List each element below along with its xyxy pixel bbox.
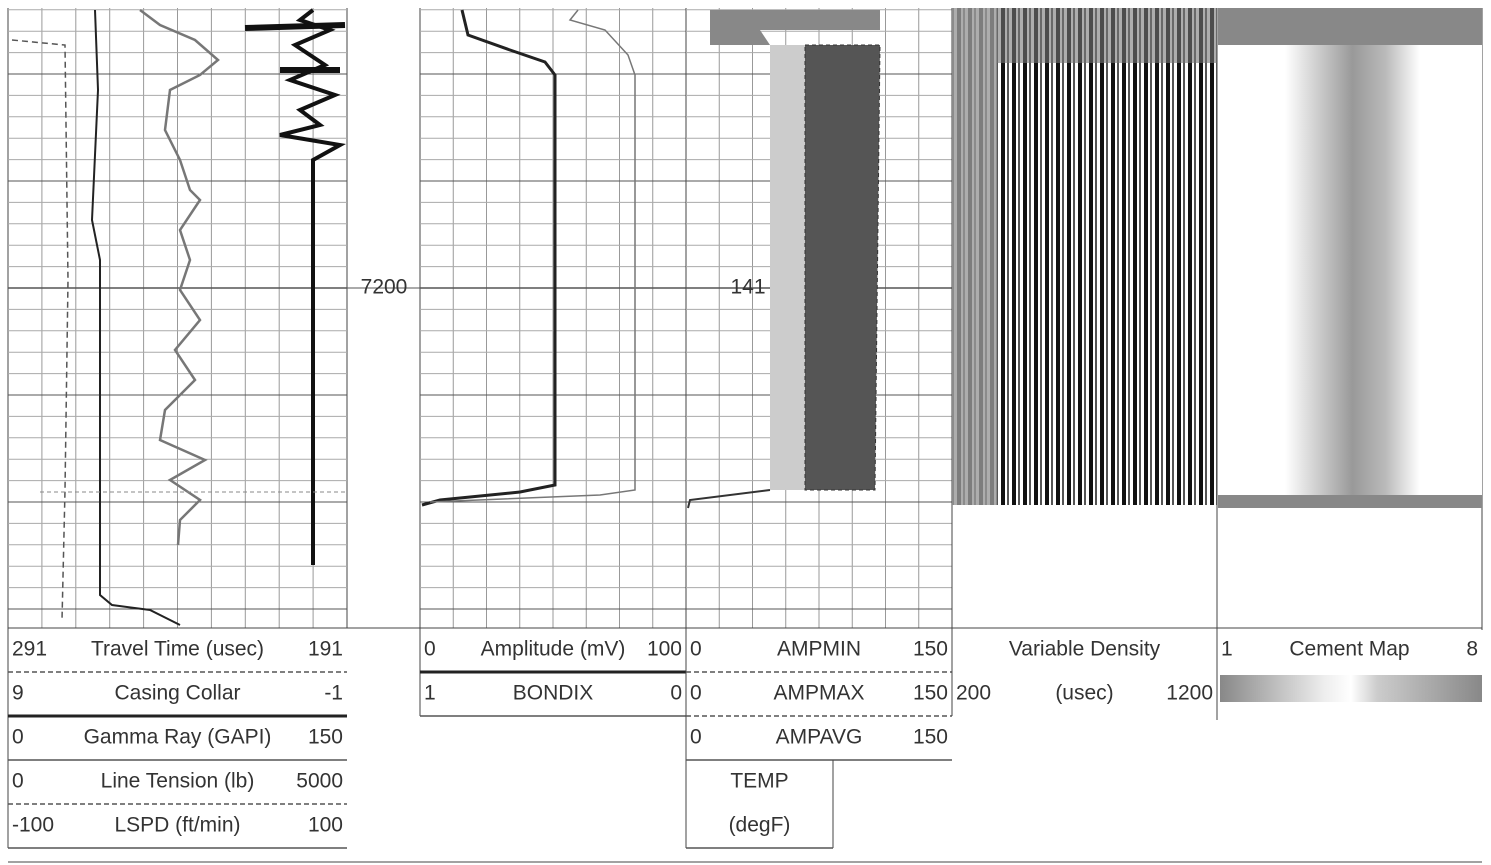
- shade-light: [770, 45, 805, 490]
- scale-right: 150: [913, 726, 948, 749]
- scale-right: 150: [913, 638, 948, 661]
- curve-name: AMPAVG: [776, 726, 863, 749]
- scale-left: 291: [12, 638, 47, 661]
- curve-name: Gamma Ray (GAPI): [84, 726, 272, 749]
- scale-left: 0: [424, 638, 436, 661]
- scale-right: 8: [1466, 638, 1478, 661]
- scale-left: 9: [12, 682, 24, 705]
- curve-name: TEMP: [730, 770, 788, 793]
- scale-right: 191: [308, 638, 343, 661]
- cement-key: [1220, 675, 1482, 702]
- header: 291 Travel Time (usec) 191 9 Casing Collar -1…: [7, 628, 1482, 863]
- scale-left: 1: [1221, 638, 1233, 661]
- scale-right: 100: [308, 814, 343, 837]
- depth-label: 141: [730, 276, 765, 299]
- scale-right: 5000: [296, 770, 343, 793]
- cement-image: [1218, 45, 1285, 495]
- curve: [279, 8, 346, 565]
- scale-right: 1200: [1166, 682, 1213, 705]
- curve-name: Casing Collar: [114, 682, 240, 705]
- curve: [139, 9, 220, 546]
- scale-left: 200: [956, 682, 991, 705]
- scale-right: 150: [913, 682, 948, 705]
- vdl-image: [952, 8, 997, 505]
- curve-name: Cement Map: [1289, 638, 1409, 661]
- curve: [687, 489, 771, 509]
- curve-name: AMPMAX: [773, 682, 864, 705]
- curve-name: Line Tension (lb): [101, 770, 255, 793]
- scale-left: 0: [690, 682, 702, 705]
- scale-left: 1: [424, 682, 436, 705]
- curve: [421, 9, 557, 507]
- curve-name: Variable Density: [1009, 638, 1161, 661]
- curve-name: Amplitude (mV): [481, 638, 626, 661]
- depth-label: 7200: [361, 276, 408, 299]
- curve: [11, 39, 69, 621]
- scale-right: 0: [670, 682, 682, 705]
- scale-left: 0: [690, 726, 702, 749]
- vdl-image: [997, 8, 1217, 63]
- curve-name: BONDIX: [513, 682, 594, 705]
- curve: [429, 9, 636, 503]
- curve-name: LSPD (ft/min): [114, 814, 240, 837]
- scale-left: 0: [12, 726, 24, 749]
- scale-left: 0: [12, 770, 24, 793]
- scale-right: -1: [324, 682, 343, 705]
- curve-unit: (degF): [729, 814, 791, 837]
- curve-name: (usec): [1055, 682, 1113, 705]
- scale-right: 100: [647, 638, 682, 661]
- shade-dark: [804, 44, 881, 491]
- cement-image: [1420, 45, 1482, 495]
- curve-name: Travel Time (usec): [91, 638, 264, 661]
- cement-image: [1285, 45, 1420, 495]
- curve: [90, 9, 181, 626]
- curve: [244, 22, 346, 73]
- curve-name: AMPMIN: [777, 638, 861, 661]
- shade-top: [710, 10, 880, 45]
- scale-left: -100: [12, 814, 54, 837]
- scale-left: 0: [690, 638, 702, 661]
- scale-right: 150: [308, 726, 343, 749]
